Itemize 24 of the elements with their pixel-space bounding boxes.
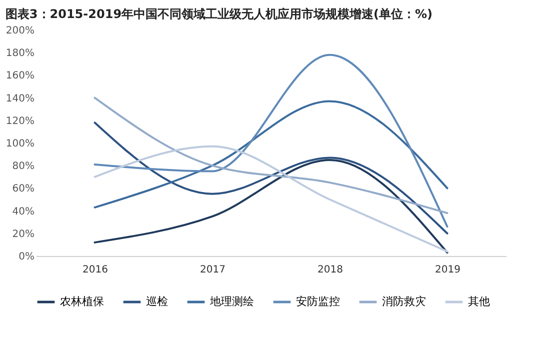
y-tick-label: 80% <box>12 161 34 172</box>
legend-label: 消防救灾 <box>382 295 426 308</box>
legend-label: 地理测绘 <box>209 295 254 308</box>
y-tick-label: 100% <box>6 138 34 150</box>
y-tick-label: 120% <box>6 116 34 127</box>
x-tick-label: 2019 <box>435 264 460 276</box>
legend-label: 农林植保 <box>60 295 104 308</box>
y-tick-label: 200% <box>6 26 34 36</box>
line-series <box>94 122 448 234</box>
x-tick-label: 2016 <box>82 264 108 276</box>
legend-label: 其他 <box>468 295 490 308</box>
y-tick-label: 140% <box>6 93 34 104</box>
y-tick-label: 60% <box>12 184 34 195</box>
x-tick-label: 2017 <box>200 264 226 276</box>
legend-label: 安防监控 <box>296 295 340 308</box>
legend-label: 巡检 <box>146 295 168 308</box>
chart-title: 图表3：2015-2019年中国不同领域工业级无人机应用市场规模增速(单位：%) <box>5 7 433 21</box>
y-tick-label: 40% <box>12 206 34 218</box>
x-tick-label: 2018 <box>318 264 343 276</box>
y-tick-label: 0% <box>18 252 34 262</box>
line-series <box>94 54 448 228</box>
y-tick-label: 180% <box>6 48 34 60</box>
y-tick-label: 20% <box>12 228 34 240</box>
y-tick-label: 160% <box>6 70 34 82</box>
